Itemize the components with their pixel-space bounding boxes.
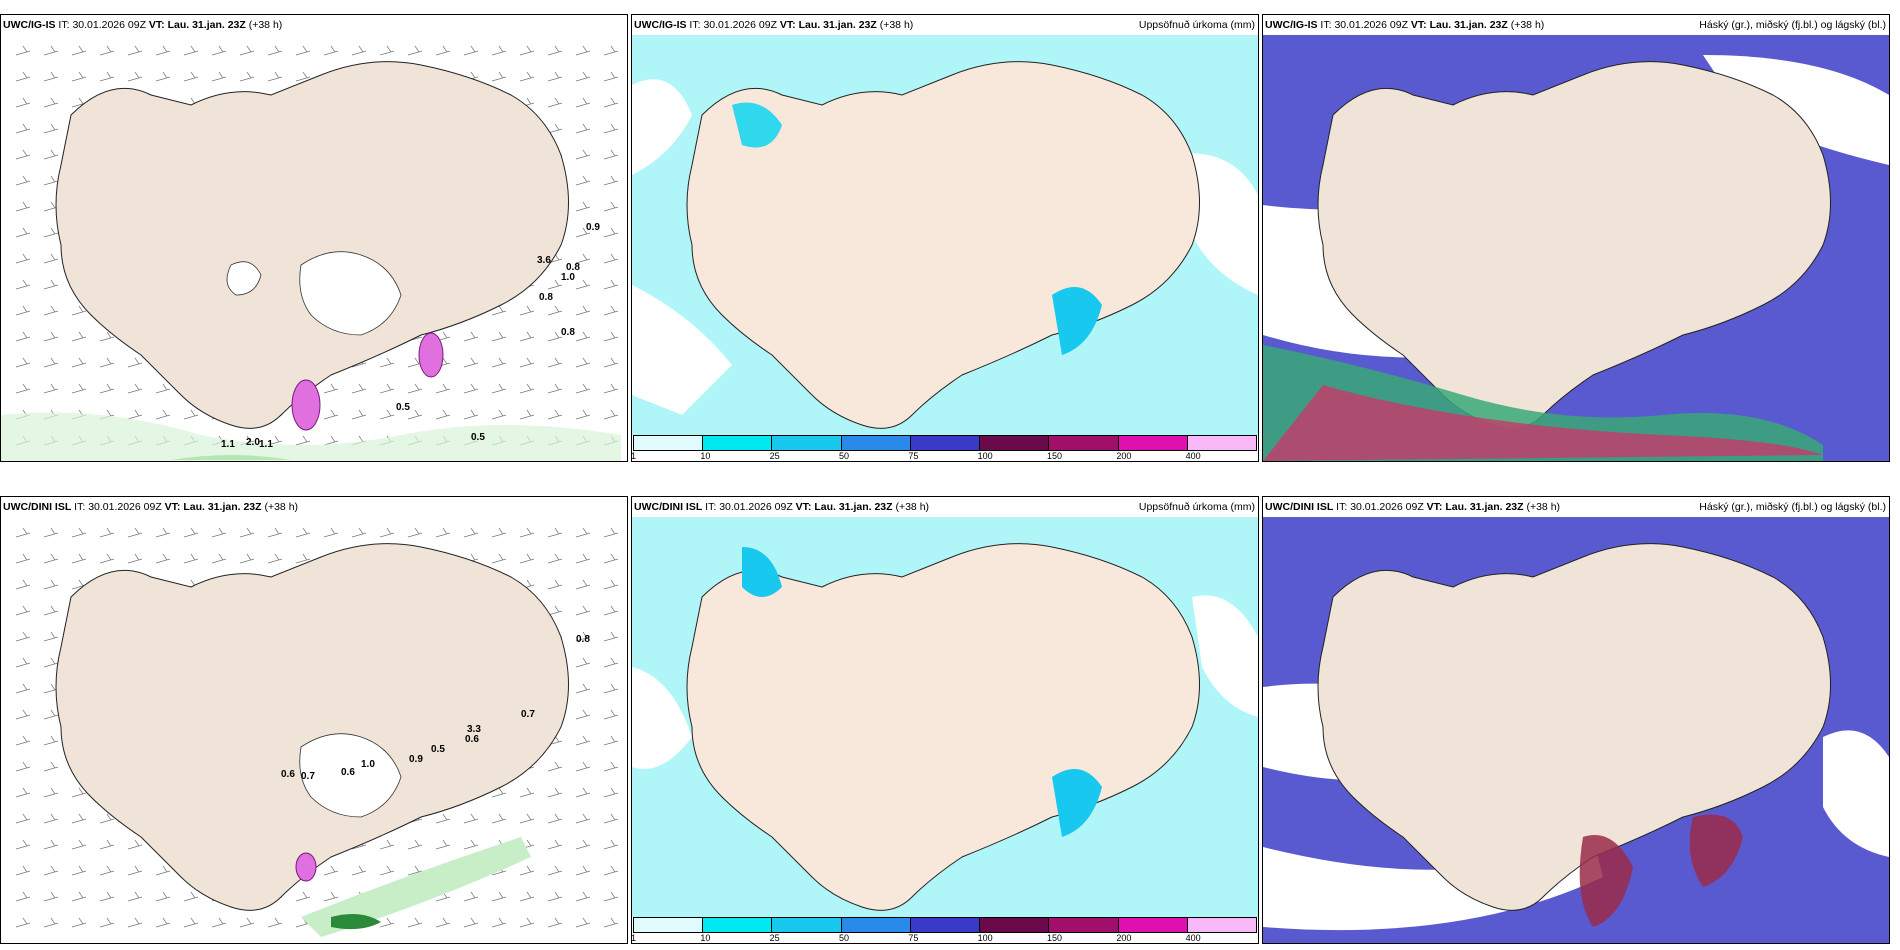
precip-value-label: 0.7 <box>521 709 535 720</box>
panel-header: UWC/DINI ISL IT: 30.01.2026 09Z VT: Lau.… <box>634 501 930 513</box>
map-clouds-dini <box>1263 517 1889 943</box>
colorbar-label: 10 <box>700 933 711 943</box>
panel-header: UWC/IG-IS IT: 30.01.2026 09Z VT: Lau. 31… <box>3 19 283 31</box>
colorbar-label: 75 <box>908 451 919 461</box>
precip-value-label: 1.0 <box>361 759 375 770</box>
precip-value-label: 3.6 <box>537 255 551 266</box>
colorbar-label: 150 <box>1047 933 1063 943</box>
panel-right-title: Uppsöfnuð úrkoma (mm) <box>1138 501 1255 513</box>
panel-dini-wind: UWC/DINI ISL IT: 30.01.2026 09Z VT: Lau.… <box>0 496 628 944</box>
colorbar-cell <box>772 918 842 932</box>
colorbar-label: 25 <box>769 451 780 461</box>
panel-header: UWC/DINI ISL IT: 30.01.2026 09Z VT: Lau.… <box>3 501 299 513</box>
precip-value-label: 0.6 <box>281 769 295 780</box>
colorbar-label: 25 <box>769 933 780 943</box>
map-clouds-ig-is <box>1263 35 1889 461</box>
map-precip-ig-is <box>632 35 1258 435</box>
precip-value-label: 0.5 <box>471 432 485 443</box>
colorbar-cell <box>703 436 773 450</box>
panel-right-title: Uppsöfnuð úrkoma (mm) <box>1138 19 1255 31</box>
panel-header: UWC/IG-IS IT: 30.01.2026 09Z VT: Lau. 31… <box>634 19 914 31</box>
map-precip-dini <box>632 517 1258 917</box>
colorbar-cell <box>1118 918 1188 932</box>
colorbar-cell <box>910 436 981 450</box>
map-wind-ig-is: 0.90.81.03.60.80.80.50.51.1 2.0 1.1 <box>1 35 627 461</box>
colorbar-cell <box>841 918 911 932</box>
panel-header: UWC/DINI ISL IT: 30.01.2026 09Z VT: Lau.… <box>1265 501 1561 513</box>
precip-value-label: 1.0 <box>561 272 575 283</box>
precip-value-label: 2.0 <box>246 437 260 448</box>
colorbar-label: 1 <box>631 933 637 943</box>
precip-value-label: 0.9 <box>409 754 423 765</box>
panel-right-title: Háský (gr.), miðský (fj.bl.) og lágský (… <box>1699 501 1886 513</box>
colorbar-cell <box>634 436 704 450</box>
colorbar-label: 400 <box>1185 933 1201 943</box>
colorbar-cell <box>1118 436 1188 450</box>
colorbar-cell <box>1187 918 1256 932</box>
precip-value-label: 0.8 <box>566 262 580 273</box>
precip-value-label: 0.6 <box>465 734 479 745</box>
precip-value-label: 0.7 <box>301 771 315 782</box>
panel-ig-is-clouds: UWC/IG-IS IT: 30.01.2026 09Z VT: Lau. 31… <box>1262 14 1890 462</box>
panel-ig-is-precip: UWC/IG-IS IT: 30.01.2026 09Z VT: Lau. 31… <box>631 14 1259 462</box>
precip-value-label: 0.9 <box>586 222 600 233</box>
colorbar-label: 50 <box>839 451 850 461</box>
colorbar-label: 100 <box>977 451 993 461</box>
colorbar-label: 400 <box>1185 451 1201 461</box>
colorbar-label: 1 <box>631 451 637 461</box>
panel-header: UWC/IG-IS IT: 30.01.2026 09Z VT: Lau. 31… <box>1265 19 1545 31</box>
colorbar-cell <box>634 918 704 932</box>
colorbar-label: 150 <box>1047 451 1063 461</box>
colorbar-cell <box>703 918 773 932</box>
colorbar-label: 10 <box>700 451 711 461</box>
colorbar-cell <box>980 918 1050 932</box>
precip-value-label: 1.1 <box>259 439 273 450</box>
panel-dini-clouds: UWC/DINI ISL IT: 30.01.2026 09Z VT: Lau.… <box>1262 496 1890 944</box>
colorbar-cell <box>1049 918 1119 932</box>
colorbar-cell <box>910 918 981 932</box>
colorbar-label: 200 <box>1116 451 1132 461</box>
panel-dini-precip: UWC/DINI ISL IT: 30.01.2026 09Z VT: Lau.… <box>631 496 1259 944</box>
colorbar-cell <box>1187 436 1256 450</box>
panel-ig-is-wind: UWC/IG-IS IT: 30.01.2026 09Z VT: Lau. 31… <box>0 14 628 462</box>
precip-value-label: 1.1 <box>221 439 235 450</box>
precip-value-label: 0.8 <box>576 634 590 645</box>
colorbar-label: 100 <box>977 933 993 943</box>
precip-value-label: 0.8 <box>561 327 575 338</box>
colorbar-cell <box>772 436 842 450</box>
colorbar-cell <box>1049 436 1119 450</box>
precip-colorbar: 1 10 25 50 75 100 150 200 400 <box>631 435 1257 461</box>
panel-right-title: Háský (gr.), miðský (fj.bl.) og lágský (… <box>1699 19 1886 31</box>
colorbar-cell <box>841 436 911 450</box>
precip-value-label: 0.5 <box>396 402 410 413</box>
map-wind-dini: 0.80.73.30.60.50.91.00.6 0.7 0.6 <box>1 517 627 943</box>
colorbar-label: 75 <box>908 933 919 943</box>
colorbar-label: 50 <box>839 933 850 943</box>
precip-value-label: 0.6 <box>341 767 355 778</box>
precip-value-label: 3.3 <box>467 724 481 735</box>
precip-colorbar: 1 10 25 50 75 100 150 200 400 <box>631 917 1257 943</box>
colorbar-cell <box>980 436 1050 450</box>
precip-value-label: 0.5 <box>431 744 445 755</box>
precip-value-label: 0.8 <box>539 292 553 303</box>
colorbar-label: 200 <box>1116 933 1132 943</box>
